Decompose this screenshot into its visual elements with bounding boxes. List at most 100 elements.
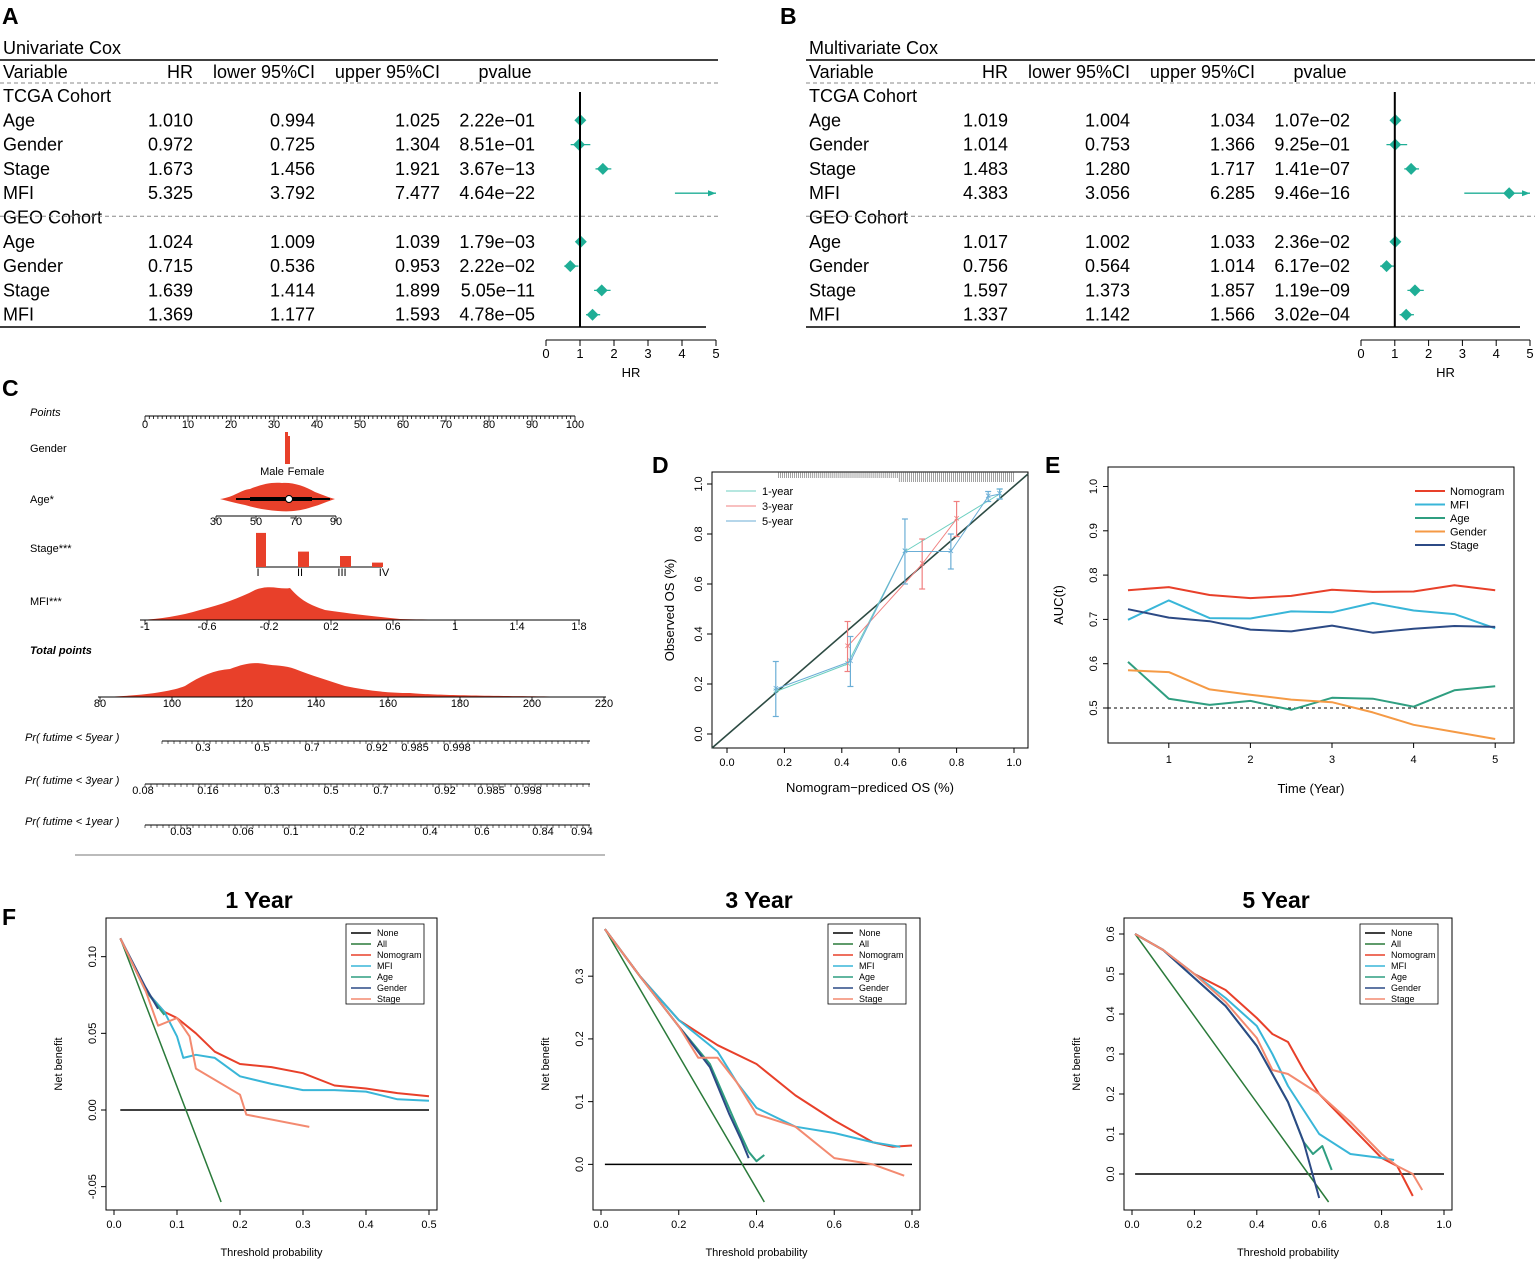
forest-b-pvalue: 1.07e−02 xyxy=(1274,110,1350,130)
nomogram-prob-label: Pr( futime < 1year ) xyxy=(25,816,120,828)
auc-curve-y-tick-label: 1.0 xyxy=(1088,479,1100,494)
forest-b-row-label: Gender xyxy=(809,256,869,276)
calibration-x-tick-label: 0.0 xyxy=(719,757,734,769)
dca-f3-title: 3 Year xyxy=(725,887,792,913)
dca-f5-series-line xyxy=(1134,933,1424,1191)
forest-b-row-label: MFI xyxy=(809,305,840,325)
auc-curve-y-tick-label: 0.7 xyxy=(1088,612,1100,627)
forest-a-row-label: Stage xyxy=(3,159,50,179)
nomogram-points-tick-label: 10 xyxy=(182,419,194,431)
calibration-point: × xyxy=(902,546,908,558)
dca-f1-y-tick-label: 0.00 xyxy=(87,1099,99,1120)
dca-f3-x-tick-label: 0.2 xyxy=(671,1219,686,1231)
dca-f5-legend-label: Gender xyxy=(1391,983,1421,993)
dca-f3-y-tick-label: 0.3 xyxy=(574,969,586,984)
dca-f5-series-line xyxy=(1134,933,1330,1203)
dca-f1-y-tick-label: -0.05 xyxy=(87,1174,99,1199)
nomogram-gender-bar-male xyxy=(285,432,288,464)
nomogram-stage-level: IV xyxy=(379,567,390,579)
forest-a-upper-value: 1.593 xyxy=(395,305,440,325)
forest-a-hr-value: 1.369 xyxy=(148,305,193,325)
forest-b-row-label: MFI xyxy=(809,183,840,203)
dca-f5-legend-label: All xyxy=(1391,939,1401,949)
forest-b-pvalue: 6.17e−02 xyxy=(1274,256,1350,276)
dca-f5-series-line xyxy=(1134,933,1321,1199)
auc-curve-x-tick-label: 5 xyxy=(1492,754,1498,766)
nomogram-points-tick-label: 80 xyxy=(483,419,495,431)
dca-f5-x-tick-label: 0.4 xyxy=(1249,1219,1264,1231)
calibration-series-line xyxy=(775,493,1000,692)
auc-curve-frame xyxy=(1107,466,1515,744)
dca-f5-legend-label: Stage xyxy=(1391,994,1415,1004)
dca-f3-legend-label: Gender xyxy=(859,983,889,993)
calibration-y-tick-label: 0.2 xyxy=(693,676,705,691)
forest-b-lower-value: 1.142 xyxy=(1085,305,1130,325)
forest-a-x-tick-label: 1 xyxy=(576,346,583,361)
forest-a-lower-value: 0.725 xyxy=(270,135,315,155)
forest-b-hr-value: 1.483 xyxy=(963,159,1008,179)
forest-a-upper-value: 1.921 xyxy=(395,159,440,179)
dca-f3-x-tick-label: 0.8 xyxy=(904,1219,919,1231)
nomogram-gender-label: Gender xyxy=(30,443,67,455)
dca-f5-y-tick-label: 0.1 xyxy=(1105,1126,1117,1141)
nomogram-gender-level: Male xyxy=(260,466,284,478)
nomogram-total-density xyxy=(100,663,600,697)
auc-curve-series-line xyxy=(1127,669,1496,740)
forest-a-upper-value: 0.953 xyxy=(395,256,440,276)
forest-a-header-hr: HR xyxy=(167,62,193,82)
dca-f3-series-line xyxy=(604,928,905,1177)
dca-f5-y-tick-label: 0.3 xyxy=(1105,1046,1117,1061)
forest-b-header-hr: HR xyxy=(982,62,1008,82)
dca-f1-x-tick-label: 0.1 xyxy=(169,1219,184,1231)
forest-a-ci-arrow xyxy=(708,190,716,197)
nomogram-prob-tick-label: 0.06 xyxy=(232,826,253,838)
calibration-x-tick-label: 0.8 xyxy=(949,757,964,769)
forest-a-hr-value: 1.673 xyxy=(148,159,193,179)
nomogram-prob-tick-label: 0.998 xyxy=(443,742,471,754)
dca-f5-y-tick-label: 0.6 xyxy=(1105,926,1117,941)
nomogram-prob-tick-label: 0.84 xyxy=(532,826,553,838)
forest-a-x-label: HR xyxy=(622,365,641,380)
calibration-legend-label: 5-year xyxy=(762,516,794,528)
forest-a-upper-value: 7.477 xyxy=(395,183,440,203)
forest-b-hr-value: 1.337 xyxy=(963,305,1008,325)
forest-a-header-lower: lower 95%CI xyxy=(213,62,315,82)
forest-b-pvalue: 1.19e−09 xyxy=(1274,280,1350,300)
nomogram-age-median xyxy=(285,495,293,503)
forest-a-x-tick-label: 0 xyxy=(542,346,549,361)
forest-a-upper-value: 1.899 xyxy=(395,280,440,300)
nomogram-points-tick-label: 100 xyxy=(566,419,584,431)
nomogram-stage-level: III xyxy=(337,567,346,579)
forest-a-point xyxy=(596,162,609,175)
dca-f1-x-label: Threshold probability xyxy=(220,1247,323,1259)
forest-a-group-label: GEO Cohort xyxy=(3,208,102,228)
panel-label-b: B xyxy=(780,3,797,29)
forest-a-point xyxy=(595,284,608,297)
calibration-y-tick-label: 0.6 xyxy=(693,576,705,591)
auc-curve-x-tick-label: 2 xyxy=(1247,754,1253,766)
calibration-legend-label: 3-year xyxy=(762,501,794,513)
forest-a-row-label: Gender xyxy=(3,256,63,276)
dca-f5-title: 5 Year xyxy=(1242,887,1309,913)
forest-a-pvalue: 1.79e−03 xyxy=(459,232,535,252)
dca-f3-x-tick-label: 0.4 xyxy=(749,1219,764,1231)
panel-label-a: A xyxy=(2,3,19,29)
calibration-y-tick-label: 0.0 xyxy=(693,726,705,741)
dca-f5-y-tick-label: 0.0 xyxy=(1105,1166,1117,1181)
dca-f5-y-label: Net benefit xyxy=(1071,1037,1083,1090)
auc-curve-series-line xyxy=(1127,608,1496,634)
forest-a-lower-value: 3.792 xyxy=(270,183,315,203)
forest-a-hr-value: 0.715 xyxy=(148,256,193,276)
auc-curve-y-tick-label: 0.9 xyxy=(1088,523,1100,538)
dca-f3-y-label: Net benefit xyxy=(540,1037,552,1090)
dca-f5-y-tick-label: 0.5 xyxy=(1105,966,1117,981)
forest-b-header-variable: Variable xyxy=(809,62,874,82)
auc-curve-series-line xyxy=(1127,661,1496,711)
dca-f3-y-tick-label: 0.2 xyxy=(574,1031,586,1046)
forest-a-lower-value: 0.994 xyxy=(270,110,315,130)
forest-b-group-label: GEO Cohort xyxy=(809,208,908,228)
forest-a-header-upper: upper 95%CI xyxy=(335,62,440,82)
auc-curve-y-label: AUC(t) xyxy=(1051,585,1066,625)
dca-f3-series-line xyxy=(604,928,765,1203)
dca-f1-y-tick-label: 0.10 xyxy=(87,946,99,967)
